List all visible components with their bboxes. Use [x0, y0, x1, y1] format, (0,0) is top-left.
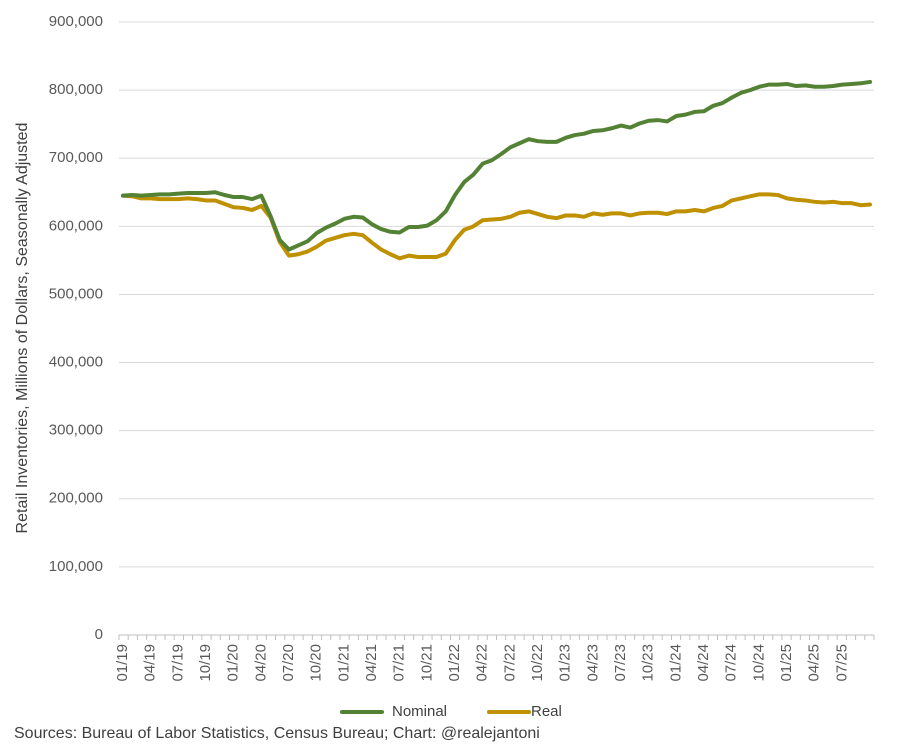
legend-label-real: Real [531, 703, 562, 720]
y-axis-ticks: 0 100,000 200,000 300,000 400,000 500,000 600,… [49, 13, 103, 643]
series-line-real [121, 192, 872, 261]
x-tick-label: 07/23 [612, 644, 629, 682]
x-tick-label: 01/20 [225, 644, 242, 682]
source-note: Sources: Bureau of Labor Statistics, Cen… [14, 725, 540, 742]
x-tick-label: 01/24 [667, 644, 684, 682]
y-tick-label: 400,000 [49, 354, 103, 371]
series-lines [121, 79, 872, 261]
x-tick-label: 07/21 [391, 644, 408, 682]
x-tick-label: 10/19 [197, 644, 214, 682]
y-tick-label: 700,000 [49, 149, 103, 166]
x-tick-label: 01/19 [114, 644, 131, 682]
x-tick-label: 07/24 [723, 644, 740, 682]
gridlines [119, 21, 874, 568]
y-tick-label: 100,000 [49, 558, 103, 575]
series-line-nominal [121, 79, 872, 252]
y-tick-label: 600,000 [49, 217, 103, 234]
legend: Nominal Real [340, 703, 562, 720]
x-tick-label: 04/22 [474, 644, 491, 682]
x-tick-label: 10/22 [529, 644, 546, 682]
y-tick-label: 200,000 [49, 490, 103, 507]
y-tick-label: 300,000 [49, 422, 103, 439]
x-axis: 01/19 04/19 07/19 10/19 01/20 04/20 07/20 10/20… [114, 634, 875, 682]
x-tick-label: 10/21 [418, 644, 435, 682]
x-tick-label: 01/21 [335, 644, 352, 682]
x-tick-label: 04/20 [252, 644, 269, 682]
x-tick-label: 10/23 [640, 644, 657, 682]
x-tick-label: 01/25 [778, 644, 795, 682]
y-tick-label: 800,000 [49, 81, 103, 98]
y-tick-label: 900,000 [49, 13, 103, 30]
x-tick-label: 07/20 [280, 644, 297, 682]
y-tick-label: 0 [95, 626, 103, 643]
x-tick-label: 04/21 [363, 644, 380, 682]
x-tick-label: 10/20 [308, 644, 325, 682]
x-tick-label: 07/19 [169, 644, 186, 682]
x-tick-label: 04/19 [142, 644, 159, 682]
x-tick-label: 01/23 [557, 644, 574, 682]
x-tick-label: 01/22 [446, 644, 463, 682]
legend-label-nominal: Nominal [392, 703, 447, 720]
x-tick-label: 04/24 [695, 644, 712, 682]
y-tick-label: 500,000 [49, 285, 103, 302]
y-axis-label: Retail Inventories, Millions of Dollars,… [14, 123, 31, 534]
x-tick-label: 10/24 [750, 644, 767, 682]
x-tick-label: 04/23 [584, 644, 601, 682]
x-tick-label: 04/25 [806, 644, 823, 682]
x-tick-label: 07/25 [833, 644, 850, 682]
x-tick-label: 07/22 [501, 644, 518, 682]
